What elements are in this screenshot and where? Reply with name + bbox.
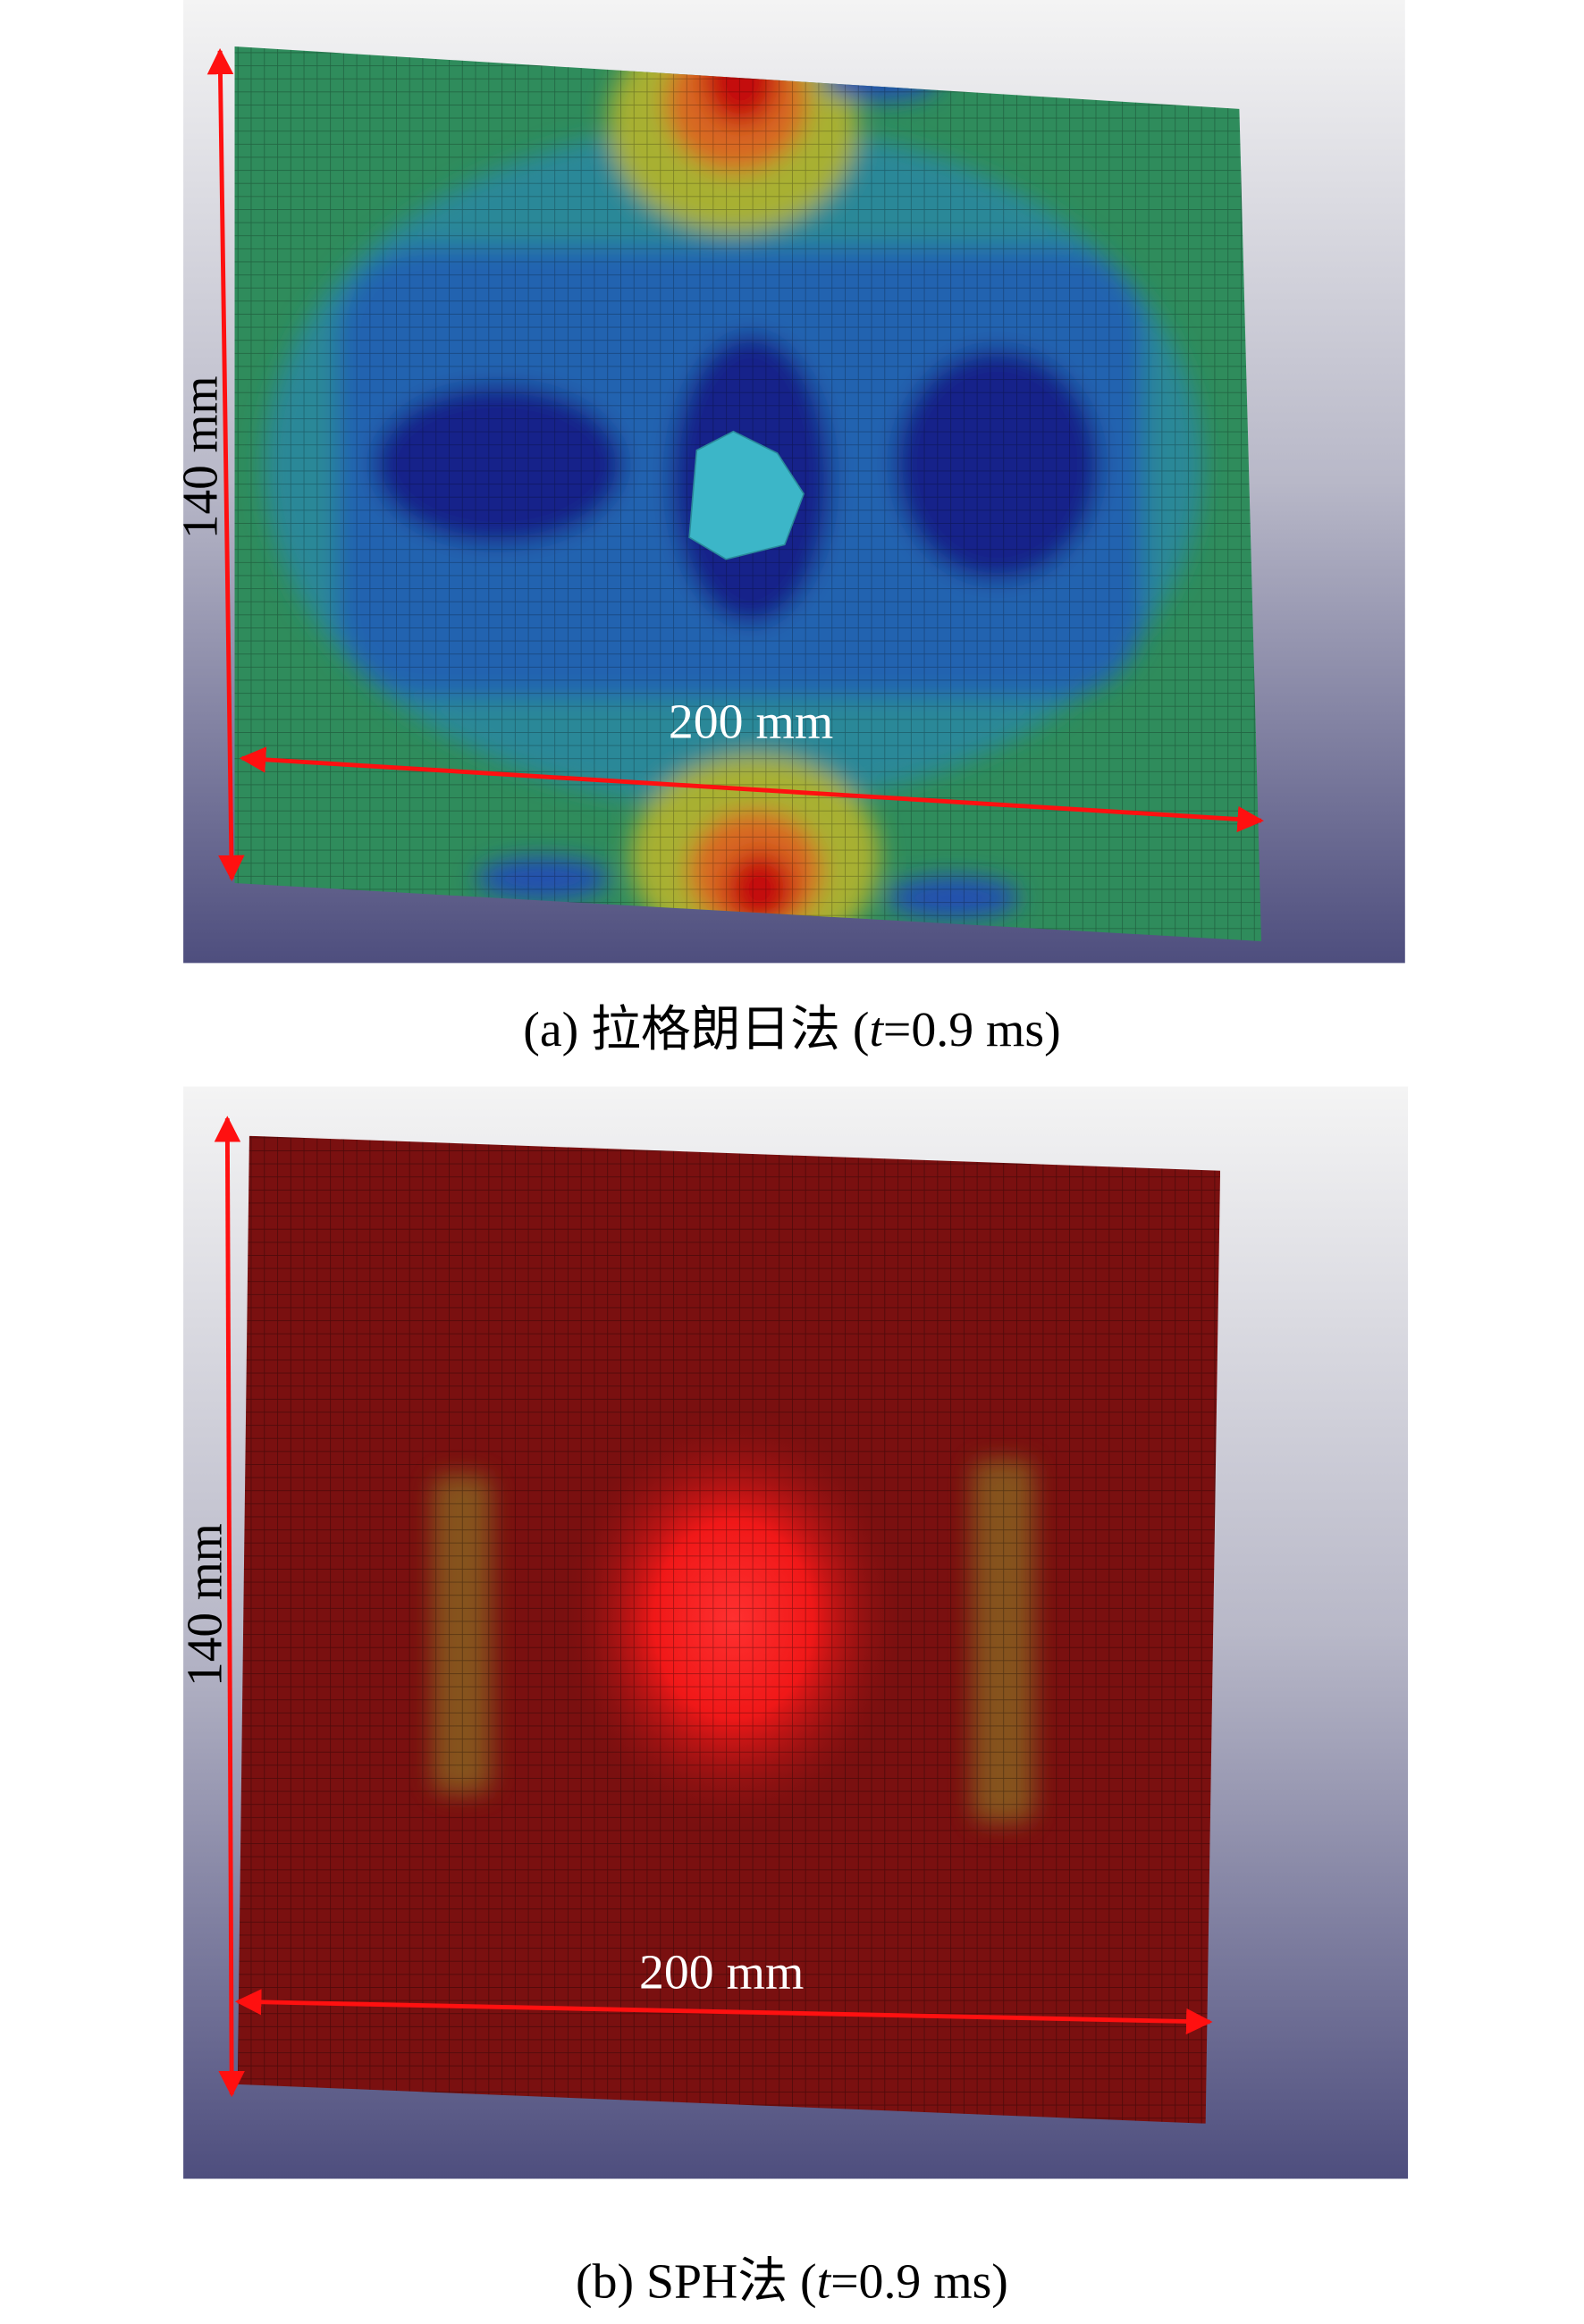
caption-suffix: =0.9 ms): [883, 1003, 1061, 1057]
width-arrow: [234, 1989, 1213, 2035]
caption-prefix: (b) SPH法 (: [576, 2255, 817, 2310]
caption-suffix: =0.9 ms): [830, 2255, 1008, 2310]
height-label: 140 mm: [173, 376, 228, 540]
caption-variable: t: [869, 1003, 884, 1057]
projectile: [688, 430, 805, 560]
width-label: 200 mm: [639, 1946, 804, 2000]
height-arrow: [206, 47, 245, 882]
height-arrow: [214, 1116, 245, 2098]
width-arrow: [239, 746, 1264, 833]
caption: (a) 拉格朗日法 (t=0.9 ms): [523, 1003, 1060, 1057]
panel-b: 140 mm 200 mm (b) SPH法 (t=0.9 ms): [178, 1086, 1409, 2310]
width-label: 200 mm: [669, 695, 833, 750]
plate: [237, 1135, 1221, 2124]
panel-a: 140 mm 200 mm (a) 拉格朗日法 (t=0.9 ms): [173, 0, 1405, 1057]
caption: (b) SPH法 (t=0.9 ms): [576, 2255, 1008, 2310]
caption-prefix: (a) 拉格朗日法 (: [523, 1003, 869, 1057]
caption-variable: t: [817, 2255, 832, 2310]
height-label: 140 mm: [178, 1523, 232, 1687]
